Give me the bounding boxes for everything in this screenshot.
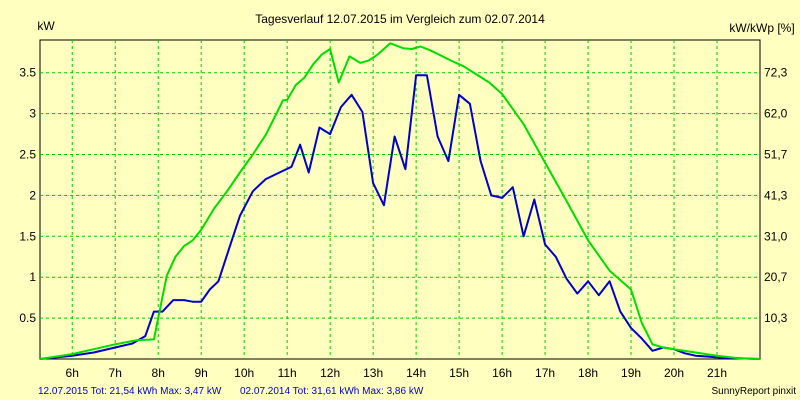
legend-entry-2015: 12.07.2015 Tot: 21,54 kWh Max: 3,47 kW	[38, 386, 222, 397]
series-layer	[39, 42, 761, 360]
x-tick-label: 7h	[109, 366, 122, 380]
y-right-tick-label: 10,3	[764, 311, 788, 325]
y-left-tick-label: 3	[29, 107, 36, 121]
x-tick-label: 20h	[664, 366, 684, 380]
right-axis-unit: kW/kWp [%]	[729, 21, 794, 35]
x-tick-label: 6h	[66, 366, 79, 380]
x-tick-label: 12h	[320, 366, 340, 380]
y-right-tick-label: 72,3	[764, 66, 788, 80]
x-tick-label: 19h	[621, 366, 641, 380]
y-left-tick-label: 1.5	[19, 229, 36, 243]
credit-label: SunnyReport pinxit	[712, 386, 797, 397]
series-line-1	[39, 42, 761, 360]
x-tick-label: 10h	[234, 366, 254, 380]
x-tick-label: 21h	[707, 366, 727, 380]
x-tick-label: 15h	[449, 366, 469, 380]
plot-area	[39, 39, 761, 360]
x-tick-label: 18h	[578, 366, 598, 380]
y-left-tick-label: 2.5	[19, 148, 36, 162]
x-tick-label: 16h	[492, 366, 512, 380]
y-left-tick-label: 2	[29, 188, 36, 202]
series-line-0	[39, 74, 761, 360]
y-left-tick-label: 1	[29, 270, 36, 284]
x-tick-label: 13h	[363, 366, 383, 380]
y-right-tick-label: 62,0	[764, 107, 788, 121]
y-left-tick-label: 3.5	[19, 66, 36, 80]
x-tick-label: 14h	[406, 366, 426, 380]
y-left-tick-label: 0.5	[19, 311, 36, 325]
x-tick-label: 9h	[195, 366, 208, 380]
legend-entry-2014: 02.07.2014 Tot: 31,61 kWh Max: 3,86 kW	[240, 386, 424, 397]
chart-title: Tagesverlauf 12.07.2015 im Vergleich zum…	[255, 12, 545, 26]
x-tick-label: 17h	[535, 366, 555, 380]
x-tick-label: 8h	[152, 366, 165, 380]
y-right-tick-label: 51,7	[764, 148, 788, 162]
tick-labels: 6h 7h 8h 9h 10h 11h 12h 13h 14h 15h 16h 17h 18h 19h 20…	[19, 66, 787, 380]
left-axis-unit: kW	[37, 19, 55, 33]
y-right-tick-label: 41,3	[764, 188, 788, 202]
y-right-tick-label: 31,0	[764, 229, 788, 243]
y-right-tick-label: 20,7	[764, 270, 788, 284]
x-tick-label: 11h	[278, 366, 297, 380]
